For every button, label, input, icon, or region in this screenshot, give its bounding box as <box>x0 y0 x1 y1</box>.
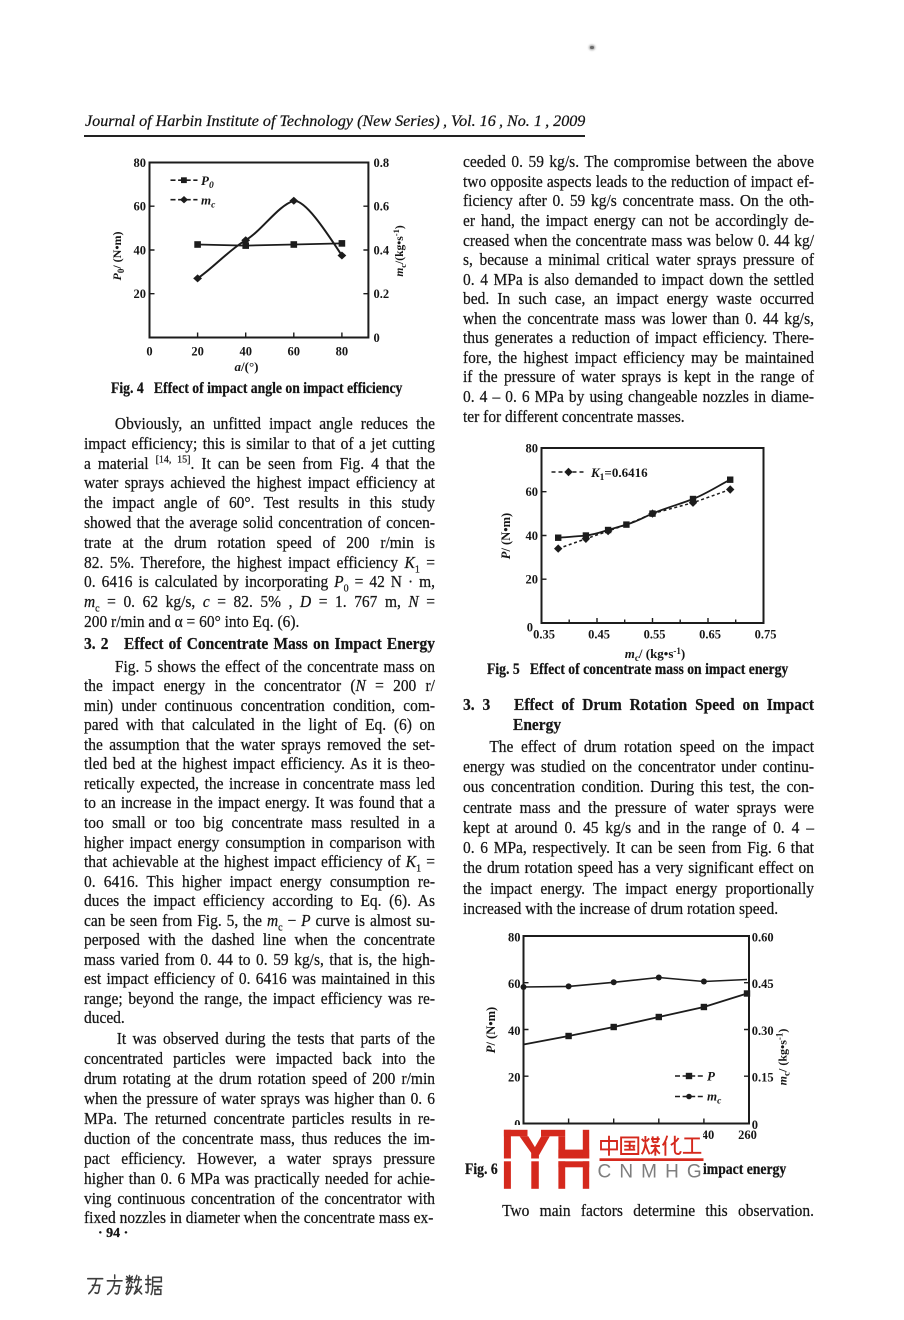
svg-text:20: 20 <box>191 345 204 359</box>
svg-text:80: 80 <box>526 442 539 456</box>
svg-text:20: 20 <box>134 287 147 301</box>
svg-text:20: 20 <box>526 573 539 587</box>
svg-text:0.75: 0.75 <box>755 628 777 642</box>
svg-text:0.2: 0.2 <box>374 287 390 301</box>
svg-text:80: 80 <box>134 156 147 170</box>
svg-text:0.4: 0.4 <box>374 244 390 258</box>
svg-text:P/ (N•m): P/ (N•m) <box>484 1007 498 1053</box>
svg-text:0.15: 0.15 <box>752 1071 774 1085</box>
svg-text:P0/ (N•m): P0/ (N•m) <box>110 231 126 280</box>
svg-text:0: 0 <box>527 621 533 635</box>
svg-text:80: 80 <box>508 930 521 944</box>
svg-text:P0: P0 <box>201 173 214 191</box>
svg-text:0.60: 0.60 <box>752 930 774 944</box>
svg-text:0.55: 0.55 <box>644 628 666 642</box>
svg-text:60: 60 <box>134 200 147 214</box>
svg-text:40: 40 <box>702 1128 715 1142</box>
svg-text:0.65: 0.65 <box>699 628 721 642</box>
svg-text:0: 0 <box>374 331 380 345</box>
svg-text:P/ (N•m): P/ (N•m) <box>499 513 513 559</box>
svg-text:0.45: 0.45 <box>588 628 610 642</box>
svg-text:mc/(kg•s-1): mc/(kg•s-1) <box>391 225 408 277</box>
svg-text:260: 260 <box>738 1128 757 1142</box>
svg-text:40: 40 <box>134 244 147 258</box>
svg-text:0: 0 <box>514 1117 520 1131</box>
svg-text:60: 60 <box>288 345 301 359</box>
svg-text:40: 40 <box>526 529 539 543</box>
svg-text:mc/ (kg•s-1): mc/ (kg•s-1) <box>775 1029 792 1086</box>
svg-text:0.30: 0.30 <box>752 1024 774 1038</box>
svg-text:0.6: 0.6 <box>374 200 390 214</box>
svg-text:K1=0.6416: K1=0.6416 <box>590 465 648 483</box>
svg-text:0: 0 <box>146 345 152 359</box>
svg-text:60: 60 <box>508 977 521 991</box>
svg-text:0.45: 0.45 <box>752 977 774 991</box>
svg-text:0: 0 <box>752 1118 758 1132</box>
svg-text:0.8: 0.8 <box>374 156 390 170</box>
svg-text:mc/ (kg•s-1): mc/ (kg•s-1) <box>625 646 686 663</box>
svg-text:CNMHG: CNMHG <box>598 1162 710 1183</box>
svg-text:20: 20 <box>508 1071 521 1085</box>
svg-text:mc: mc <box>707 1089 722 1107</box>
svg-text:40: 40 <box>239 345 252 359</box>
svg-text:0.35: 0.35 <box>533 628 555 642</box>
svg-text:60: 60 <box>526 485 539 499</box>
svg-text:80: 80 <box>336 345 349 359</box>
svg-text:40: 40 <box>508 1024 521 1038</box>
svg-text:a/(°): a/(°) <box>235 359 259 374</box>
svg-text:mc: mc <box>201 192 216 210</box>
svg-text:P: P <box>707 1069 716 1084</box>
